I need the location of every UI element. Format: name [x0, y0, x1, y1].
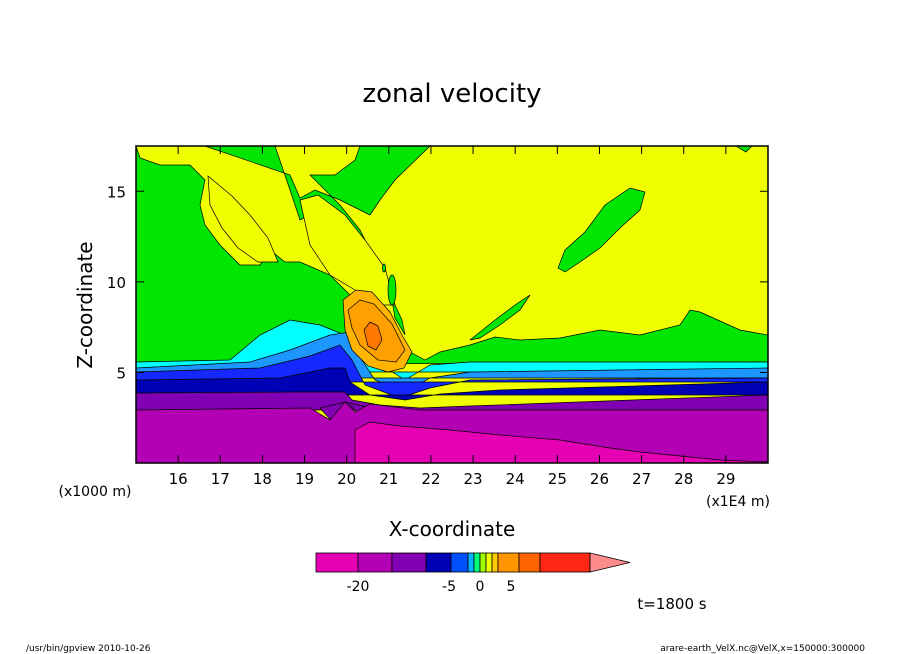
- fill-level-green-island2: [382, 263, 386, 273]
- x-tick-label: 29: [716, 470, 735, 488]
- x-tick-label: 21: [379, 470, 398, 488]
- time-label: t=1800 s: [637, 595, 706, 613]
- colorbar-segment: [518, 552, 541, 573]
- x-axis-label: X-coordinate: [389, 517, 516, 541]
- colorbar-segment: [357, 552, 393, 573]
- colorbar-segment: [473, 552, 481, 573]
- colorbar-segment: [491, 552, 499, 573]
- x-tick-label: 27: [632, 470, 651, 488]
- y-tick-label: 5: [116, 364, 126, 382]
- x-tick-label: 24: [506, 470, 525, 488]
- colorbar-segment: [479, 552, 487, 573]
- footer-left: /usr/bin/gpview 2010-10-26: [26, 644, 151, 654]
- x-axis-unit: (x1E4 m): [706, 494, 770, 510]
- x-tick-label: 22: [421, 470, 440, 488]
- fill-level-magenta: [354, 421, 768, 463]
- y-tick-label: 10: [107, 274, 126, 292]
- colorbar-segment: [485, 552, 493, 573]
- colorbar-tick-label: -20: [347, 579, 370, 595]
- x-tick-label: 16: [169, 470, 188, 488]
- colorbar-segment: [539, 552, 591, 573]
- colorbar-tick-label: -5: [442, 579, 456, 595]
- colorbar-tick-label: 5: [507, 579, 516, 595]
- fill-level-green-streak: [469, 294, 531, 341]
- colorbar-tick-label: 0: [476, 579, 485, 595]
- footer-right: arare-earth_VelX.nc@VelX,x=150000:300000: [660, 644, 865, 654]
- x-tick-label: 19: [295, 470, 314, 488]
- fill-level-green-blob: [557, 187, 646, 273]
- chart-title: zonal velocity: [362, 79, 541, 109]
- x-tick-label: 26: [590, 470, 609, 488]
- fill-level-orange-core: [363, 321, 383, 351]
- colorbar-segment: [467, 552, 475, 573]
- colorbar-segment: [391, 552, 427, 573]
- colorbar-tick-labels: -20 -5 0 5: [347, 579, 516, 595]
- colorbar-segment: [315, 552, 359, 573]
- y-tick-label: 15: [107, 183, 126, 201]
- colorbar: [315, 552, 631, 573]
- x-tick-label: 20: [337, 470, 356, 488]
- plot-frame: [135, 145, 769, 464]
- x-tick-label: 28: [674, 470, 693, 488]
- x-tick-label: 17: [211, 470, 230, 488]
- fill-level-yellow-lobe: [207, 175, 279, 263]
- colorbar-segment: [425, 552, 452, 573]
- y-axis: 5 10 15: [107, 183, 768, 382]
- x-axis: 16 17 18 19 20 21 22 23 24 25 26 27 28 29: [169, 146, 735, 488]
- x-tick-label: 18: [253, 470, 272, 488]
- colorbar-segment: [450, 552, 469, 573]
- fill-level-green-corner: [735, 146, 753, 153]
- colorbar-segment: [497, 552, 520, 573]
- y-axis-unit: (x1000 m): [59, 484, 132, 500]
- contour-field: [136, 146, 768, 463]
- y-axis-label: Z-coordinate: [73, 241, 97, 368]
- colorbar-extension: [589, 552, 631, 573]
- fill-level-green-island: [387, 274, 397, 306]
- fill-level-yellow-lobe2: [299, 194, 396, 306]
- x-tick-label: 25: [548, 470, 567, 488]
- x-tick-label: 23: [464, 470, 483, 488]
